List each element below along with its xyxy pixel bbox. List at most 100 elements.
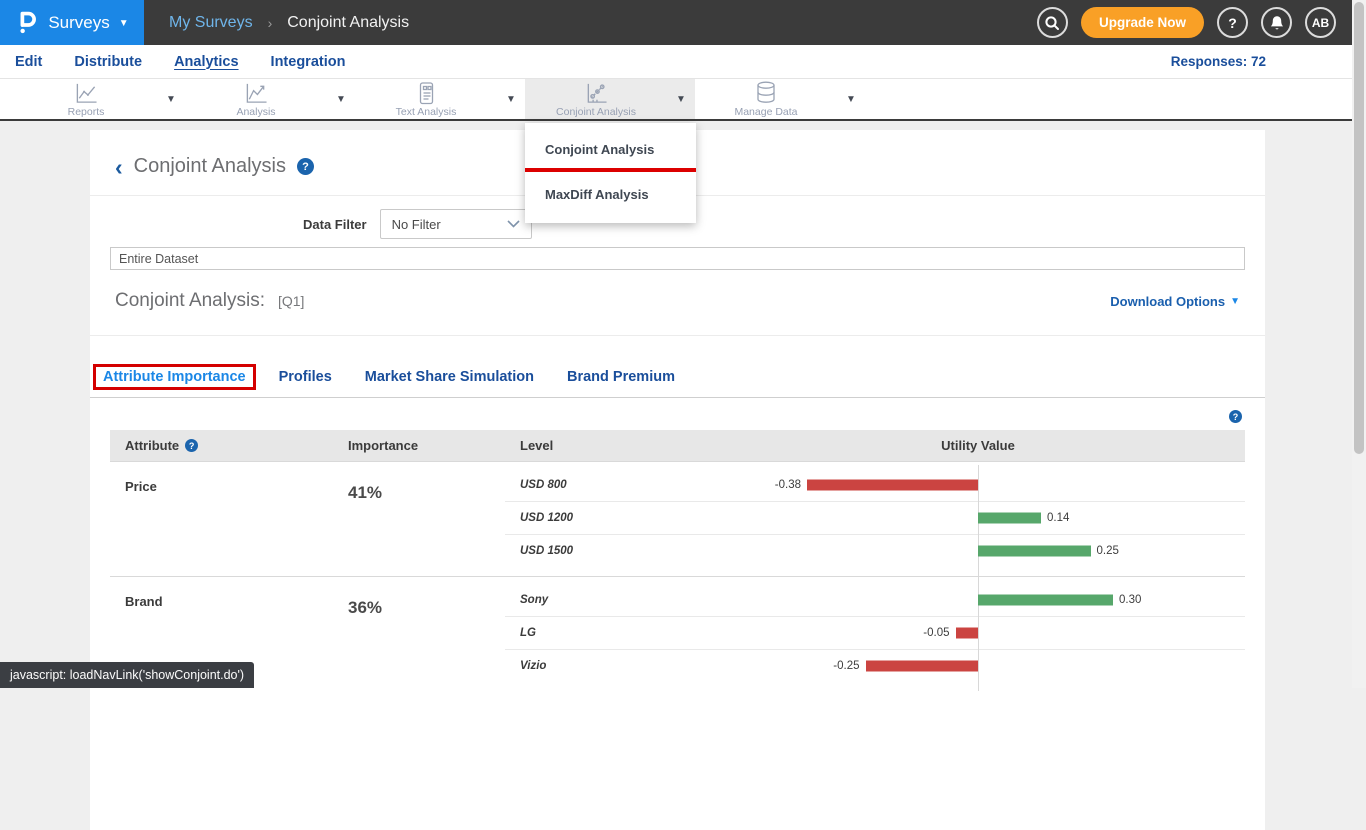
help-button[interactable]: ? <box>1217 7 1248 38</box>
analysis-section-header: Conjoint Analysis: [Q1] Download Options… <box>90 270 1265 336</box>
notifications-button[interactable] <box>1261 7 1292 38</box>
utility-bar <box>865 660 978 672</box>
col-level: Level <box>520 438 554 453</box>
utility-bar-zone: -0.05 <box>675 617 1245 649</box>
utility-bar <box>807 479 978 490</box>
page-title: Conjoint Analysis <box>133 155 286 177</box>
level-name: USD 1200 <box>520 512 574 524</box>
text-document-icon <box>414 81 438 105</box>
utility-value-label: -0.38 <box>774 478 801 491</box>
nav-item-distribute[interactable]: Distribute <box>74 53 143 70</box>
utility-bar <box>978 594 1113 605</box>
nav-item-analytics[interactable]: Analytics <box>174 53 239 70</box>
chevron-down-icon[interactable]: ▼ <box>846 93 856 105</box>
nav-item-edit[interactable]: Edit <box>15 53 43 70</box>
utility-bar-zone: 0.25 <box>675 535 1245 567</box>
utility-bar <box>978 545 1091 557</box>
toolbar-item-text-analysis[interactable]: Text Analysis ▼ <box>355 79 525 119</box>
level-row: USD 1200 0.14 <box>505 501 1245 534</box>
database-icon <box>754 81 778 105</box>
utility-bar-zone: -0.25 <box>675 650 1245 682</box>
importance-value: 41% <box>348 483 383 502</box>
breadcrumb-current: Conjoint Analysis <box>287 13 410 31</box>
utility-bar <box>955 627 978 639</box>
attribute-name: Brand <box>125 594 163 609</box>
col-attribute: Attribute <box>125 438 180 453</box>
level-name: USD 1500 <box>520 545 574 557</box>
level-row: LG -0.05 <box>505 616 1245 649</box>
page-scrollbar[interactable] <box>1352 0 1366 688</box>
back-chevron-icon[interactable]: ‹ <box>115 153 123 180</box>
table-help-icon[interactable]: ? <box>1229 410 1242 423</box>
toolbar-item-label: Analysis <box>236 105 276 118</box>
data-filter-select[interactable]: No Filter <box>379 209 532 239</box>
table-header: Attribute ? Importance Level Utility Val… <box>110 430 1245 461</box>
data-filter-row: Data Filter No Filter <box>90 209 1265 239</box>
status-link-tooltip: javascript: loadNavLink('showConjoint.do… <box>0 662 255 688</box>
tab-profiles[interactable]: Profiles <box>278 369 332 385</box>
responses-count[interactable]: Responses: 72 <box>1170 54 1266 69</box>
attribute-group-brand: Brand 36% Sony 0.30 LG -0.05 Vizio -0.25 <box>110 576 1245 691</box>
col-importance: Importance <box>348 438 419 453</box>
utility-value-label: -0.25 <box>833 660 860 672</box>
search-button[interactable] <box>1036 7 1068 38</box>
line-chart-icon <box>73 81 99 105</box>
question-ref: [Q1] <box>277 293 305 309</box>
chevron-down-icon[interactable]: ▼ <box>336 93 346 105</box>
content-card: ‹ Conjoint Analysis ? Data Filter No Fil… <box>90 130 1265 830</box>
data-filter-value: No Filter <box>391 216 441 232</box>
level-row: Sony 0.30 <box>505 583 1245 616</box>
bell-icon <box>1270 15 1283 29</box>
level-name: USD 800 <box>520 478 567 491</box>
upgrade-now-button[interactable]: Upgrade Now <box>1080 7 1204 38</box>
conjoint-analysis-dropdown: Conjoint Analysis MaxDiff Analysis <box>525 123 696 223</box>
utility-value-label: 0.14 <box>1047 512 1070 524</box>
col-utility-value: Utility Value <box>941 438 1015 453</box>
top-bar: Surveys ▼ My Surveys › Conjoint Analysis… <box>0 0 1366 45</box>
title-help-icon[interactable]: ? <box>296 158 314 175</box>
attribute-help-icon[interactable]: ? <box>185 439 199 452</box>
dropdown-item-maxdiff-analysis[interactable]: MaxDiff Analysis <box>545 187 649 202</box>
toolbar-item-analysis[interactable]: Analysis ▼ <box>185 79 355 119</box>
dropdown-item-conjoint-analysis[interactable]: Conjoint Analysis <box>545 142 655 157</box>
nav-links: Edit Distribute Analytics Integration <box>15 53 377 71</box>
utility-value-label: 0.25 <box>1096 545 1119 557</box>
utility-bar-zone: 0.30 <box>675 583 1245 616</box>
download-options-button[interactable]: Download Options ▼ <box>1110 293 1240 309</box>
breadcrumb: My Surveys › Conjoint Analysis <box>169 14 409 32</box>
product-name: Surveys <box>48 12 110 32</box>
toolbar-item-reports[interactable]: Reports ▼ <box>15 79 185 119</box>
topbar-actions: Upgrade Now ? AB <box>1036 7 1336 38</box>
annotation-red-box <box>93 364 256 390</box>
level-name: LG <box>520 627 536 639</box>
toolbar-item-conjoint-analysis[interactable]: Conjoint Analysis ▼ <box>525 79 695 119</box>
product-switcher[interactable]: Surveys ▼ <box>0 0 144 45</box>
utility-bar <box>978 512 1041 524</box>
dataset-field[interactable] <box>110 247 1245 270</box>
tab-attribute-importance[interactable]: Attribute Importance <box>93 364 256 390</box>
toolbar-item-label: Manage Data <box>734 105 798 118</box>
scatter-chart-icon <box>583 81 609 105</box>
avatar[interactable]: AB <box>1305 7 1336 38</box>
trend-chart-icon <box>243 81 269 105</box>
chevron-down-icon[interactable]: ▼ <box>506 93 516 105</box>
zero-axis-line <box>978 465 979 691</box>
tab-brand-premium[interactable]: Brand Premium <box>567 369 675 385</box>
utility-bar-zone: -0.38 <box>675 468 1245 501</box>
attribute-group-price: Price 41% USD 800 -0.38 USD 1200 0.14 USD 1500… <box>110 461 1245 576</box>
utility-table: Attribute ? Importance Level Utility Val… <box>110 430 1245 691</box>
toolbar-item-manage-data[interactable]: Manage Data ▼ <box>695 79 865 119</box>
search-icon <box>1045 15 1060 30</box>
chevron-down-icon[interactable]: ▼ <box>676 93 686 105</box>
chevron-down-icon[interactable]: ▼ <box>166 93 176 105</box>
scrollbar-thumb[interactable] <box>1354 2 1364 454</box>
survey-nav: Edit Distribute Analytics Integration Respo… <box>0 45 1366 79</box>
toolbar-item-label: Reports <box>67 105 105 118</box>
table-body: Price 41% USD 800 -0.38 USD 1200 0.14 USD 1500… <box>110 461 1245 691</box>
tab-market-share-simulation[interactable]: Market Share Simulation <box>364 369 534 385</box>
nav-item-integration[interactable]: Integration <box>270 53 346 70</box>
section-title: Conjoint Analysis: <box>115 290 265 311</box>
breadcrumb-my-surveys[interactable]: My Surveys <box>169 13 253 31</box>
toolbar-item-label: Conjoint Analysis <box>556 105 636 118</box>
toolbar-item-label: Text Analysis <box>395 105 457 118</box>
